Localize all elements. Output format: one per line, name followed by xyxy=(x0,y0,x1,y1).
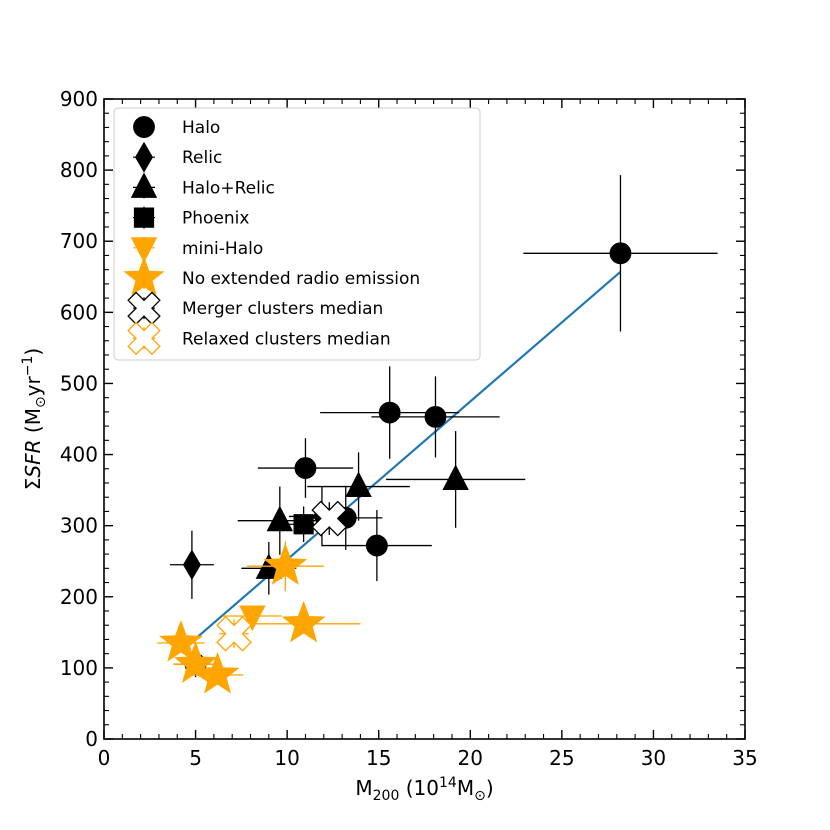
series-relaxed-clusters-median xyxy=(216,615,252,652)
x-tick-label: 30 xyxy=(641,746,666,770)
data-point xyxy=(239,605,266,632)
series-no-extended-radio-emission xyxy=(157,541,361,694)
legend-label: Halo xyxy=(182,118,220,138)
y-axis-label: ΣSFR (M⊙yr−1) xyxy=(20,348,49,490)
y-tick-label: 600 xyxy=(60,300,98,324)
legend-marker xyxy=(133,207,155,228)
y-tick-label: 200 xyxy=(60,585,98,609)
legend-label: Relaxed clusters median xyxy=(182,329,391,349)
fit-line-layer xyxy=(185,270,622,648)
legend-label: Merger clusters median xyxy=(182,299,383,319)
y-tick-label: 800 xyxy=(60,158,98,182)
legend-entry: Halo+Relic xyxy=(130,172,275,199)
x-tick-label: 25 xyxy=(549,746,574,770)
plot-frame xyxy=(103,98,746,740)
data-point xyxy=(159,619,203,662)
x-tick-label: 5 xyxy=(189,746,202,770)
legend-entry: Relaxed clusters median xyxy=(127,321,391,356)
legend-marker xyxy=(127,321,161,356)
data-point xyxy=(294,457,317,479)
legend-entry: No extended radio emission xyxy=(123,256,420,296)
legend: Halo Relic Halo+Relic Phoenix mini-Halo No ex… xyxy=(113,107,481,361)
data-point xyxy=(378,401,401,424)
y-tick-label: 0 xyxy=(85,727,98,751)
series-merger-clusters-median xyxy=(311,500,348,537)
series-mini-halo xyxy=(223,605,282,632)
y-tick-label: 700 xyxy=(60,229,98,253)
data-point xyxy=(281,600,326,643)
data-point xyxy=(424,405,447,428)
data-point xyxy=(311,500,348,537)
data-point xyxy=(609,242,632,265)
x-tick-label: 15 xyxy=(366,746,391,770)
legend-label: No extended radio emission xyxy=(182,269,420,289)
data-points-layer xyxy=(157,175,718,694)
data-point xyxy=(182,549,201,581)
legend-entry: Halo xyxy=(133,116,220,138)
y-tick-label: 900 xyxy=(60,87,98,111)
legend-entry: Relic xyxy=(133,141,222,173)
data-point xyxy=(173,641,218,683)
data-point xyxy=(293,514,314,535)
legend-entry: Phoenix xyxy=(133,206,249,229)
data-point xyxy=(195,651,240,694)
legend-label: Phoenix xyxy=(182,209,249,229)
x-tick-label: 10 xyxy=(274,746,299,770)
data-point xyxy=(216,615,252,652)
legend-marker xyxy=(135,141,153,173)
data-point xyxy=(266,505,294,532)
legend-entry: mini-Halo xyxy=(130,236,263,263)
data-point xyxy=(263,543,308,585)
legend-marker xyxy=(123,256,165,296)
data-point xyxy=(442,464,469,490)
legend-marker xyxy=(130,237,158,263)
series-halo-relic xyxy=(237,431,526,595)
y-tick-label: 100 xyxy=(60,656,98,680)
x-tick-label: 35 xyxy=(732,746,757,770)
data-point xyxy=(365,534,388,557)
legend-marker xyxy=(133,116,155,138)
x-tick-label: 0 xyxy=(98,746,111,770)
axis-ticks-layer: 0 5 10 15 20 25 30 35 0 100 200 300 400 500 600 700 800 9… xyxy=(60,87,758,770)
y-tick-label: 400 xyxy=(60,443,98,467)
y-tick-label: 300 xyxy=(60,514,98,538)
legend-box xyxy=(113,107,481,361)
x-tick-label: 20 xyxy=(458,746,483,770)
legend-entry: Merger clusters median xyxy=(127,291,383,325)
legend-label: Relic xyxy=(182,148,222,168)
legend-label: mini-Halo xyxy=(182,239,263,259)
data-point xyxy=(345,471,372,498)
legend-marker xyxy=(130,172,158,198)
x-axis-label: M200 (1014M⊙) xyxy=(355,775,493,804)
fit-line xyxy=(185,270,622,648)
y-tick-label: 500 xyxy=(60,371,98,395)
legend-label: Halo+Relic xyxy=(182,178,275,198)
